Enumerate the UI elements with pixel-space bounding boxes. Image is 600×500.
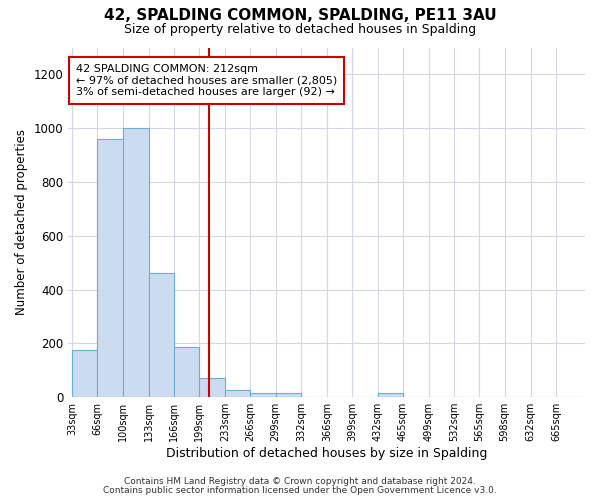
Text: Contains HM Land Registry data © Crown copyright and database right 2024.: Contains HM Land Registry data © Crown c… xyxy=(124,477,476,486)
Text: Contains public sector information licensed under the Open Government Licence v3: Contains public sector information licen… xyxy=(103,486,497,495)
Bar xyxy=(123,128,149,397)
Bar xyxy=(149,274,174,397)
Bar xyxy=(199,378,225,397)
Y-axis label: Number of detached properties: Number of detached properties xyxy=(15,130,28,316)
Bar xyxy=(97,139,123,397)
Text: 42, SPALDING COMMON, SPALDING, PE11 3AU: 42, SPALDING COMMON, SPALDING, PE11 3AU xyxy=(104,8,496,22)
X-axis label: Distribution of detached houses by size in Spalding: Distribution of detached houses by size … xyxy=(166,447,487,460)
Text: Size of property relative to detached houses in Spalding: Size of property relative to detached ho… xyxy=(124,22,476,36)
Bar xyxy=(275,393,301,397)
Bar xyxy=(250,393,275,397)
Bar xyxy=(225,390,250,397)
Bar xyxy=(377,393,403,397)
Bar xyxy=(174,348,199,397)
Bar xyxy=(72,350,97,397)
Text: 42 SPALDING COMMON: 212sqm
← 97% of detached houses are smaller (2,805)
3% of se: 42 SPALDING COMMON: 212sqm ← 97% of deta… xyxy=(76,64,337,97)
